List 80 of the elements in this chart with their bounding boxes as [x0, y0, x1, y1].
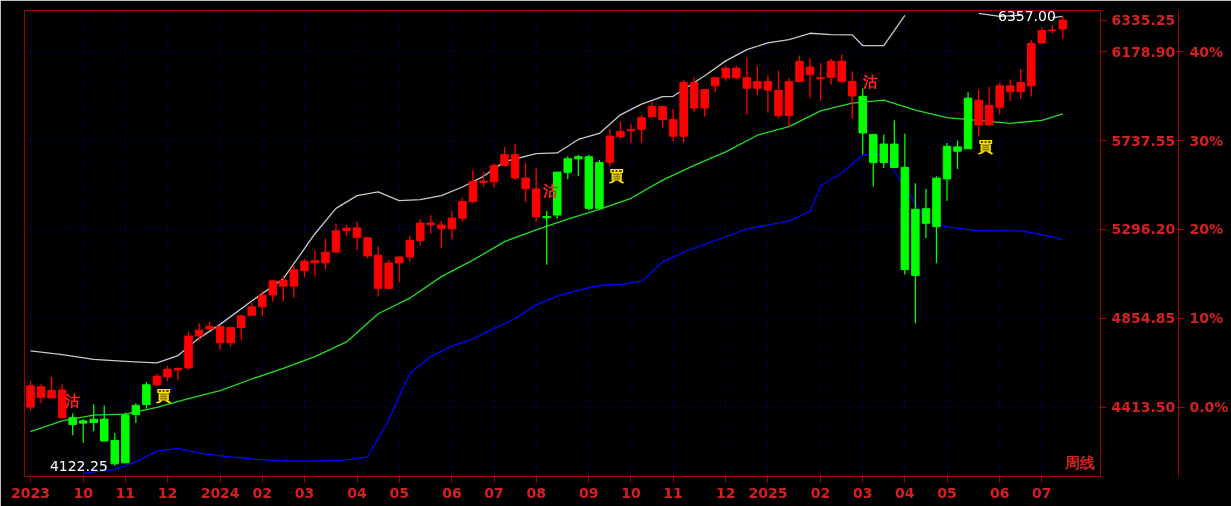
candlestick	[36, 383, 46, 404]
x-tick-label: 11	[115, 484, 136, 501]
candlestick	[131, 402, 141, 424]
candlestick	[68, 412, 77, 436]
candlestick	[321, 237, 330, 271]
candlestick	[510, 143, 520, 181]
candlestick	[310, 249, 320, 278]
candlestick	[658, 105, 667, 129]
line-series	[29, 99, 1064, 433]
candlestick	[521, 162, 530, 203]
candlestick	[47, 376, 56, 399]
candlestick	[468, 169, 478, 204]
candlestick	[847, 70, 857, 120]
candlestick	[953, 139, 962, 170]
x-tick-label: 03	[852, 484, 873, 501]
x-tick-label: 02	[252, 484, 273, 501]
annotation: 買	[976, 138, 993, 157]
x-tick-label: 2024	[200, 484, 240, 501]
candlestick	[458, 197, 467, 223]
x-tick-label: 02	[810, 484, 831, 501]
candlestick	[363, 237, 372, 260]
candlestick	[742, 56, 752, 116]
x-tick-label: 06	[442, 484, 462, 501]
y-tick-label: 6335.25	[1111, 12, 1176, 29]
x-tick-label: 05	[937, 484, 957, 501]
candlestick	[816, 62, 825, 102]
candlestick	[394, 256, 404, 284]
x-tick-label: 08	[526, 484, 546, 501]
annotation: 周线	[1064, 453, 1096, 472]
candlestick	[236, 314, 246, 341]
candlestick	[805, 57, 815, 99]
x-tick-label: 10	[73, 484, 94, 501]
x-tick-label: 12	[716, 484, 736, 501]
candlestick	[563, 155, 573, 180]
annotation: 買	[154, 387, 171, 406]
candlestick	[763, 74, 773, 114]
candlestick	[26, 380, 35, 412]
x-tick-label: 04	[895, 484, 915, 501]
candlestick	[1058, 15, 1068, 40]
y2-tick-label: 10%	[1189, 310, 1224, 327]
x-tick-label: 06	[989, 484, 1010, 501]
candlestick	[405, 235, 415, 263]
x-tick-label: 04	[347, 484, 368, 501]
y2-tick-label: 20%	[1189, 221, 1224, 238]
x-tick-label: 07	[484, 484, 504, 501]
candlestick	[921, 188, 931, 239]
y-tick-label: 4413.50	[1111, 399, 1176, 416]
y2-tick-label: 40%	[1189, 43, 1224, 60]
x-tick-label: 03	[294, 484, 315, 501]
x-tick-label: 12	[157, 484, 178, 501]
candlestick	[352, 221, 362, 251]
annotation: 沽	[861, 72, 878, 91]
x-tick-label: 09	[579, 484, 599, 501]
annotation: 買	[607, 167, 624, 186]
annotation: 6357.00	[997, 7, 1056, 24]
y-tick-label: 4854.85	[1111, 310, 1176, 327]
candlestick	[331, 223, 341, 253]
candlestick	[173, 366, 183, 381]
x-tick-label: 05	[389, 484, 409, 501]
candlestick	[489, 162, 499, 189]
y2-tick-label: 30%	[1189, 132, 1224, 149]
candlestick	[637, 114, 646, 144]
candlestick	[268, 280, 278, 303]
candlestick	[795, 54, 804, 83]
candlestick	[142, 381, 151, 410]
y-tick-label: 5737.55	[1111, 132, 1176, 149]
candlestick	[300, 258, 309, 278]
x-tick-label: 07	[1032, 484, 1052, 501]
candlestick	[194, 322, 204, 342]
y2-tick-label: 0.0%	[1189, 399, 1229, 416]
y-tick-label: 5296.20	[1111, 221, 1176, 238]
x-tick-label: 11	[663, 484, 683, 501]
candlestick	[258, 289, 267, 317]
candlestick	[753, 65, 762, 96]
y-tick-label: 6178.90	[1111, 43, 1176, 60]
candlestick	[542, 210, 551, 266]
annotation: 4122.25	[49, 457, 108, 474]
x-tick-label: 2023	[11, 484, 51, 501]
x-tick-label: 2025	[748, 484, 788, 501]
x-tick-label: 10	[621, 484, 641, 501]
